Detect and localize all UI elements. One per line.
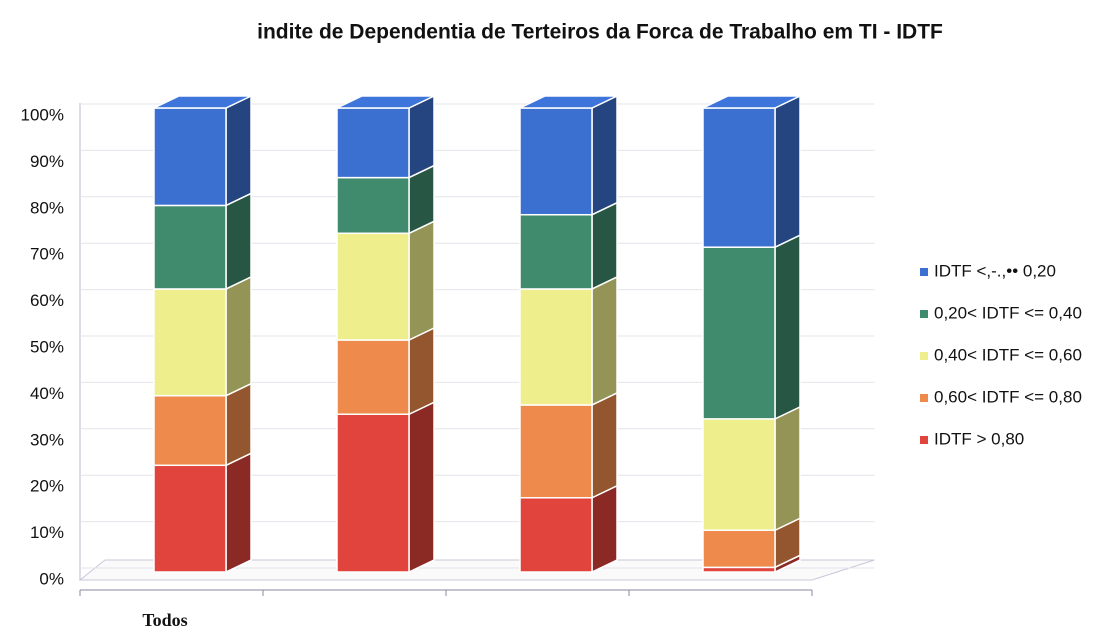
y-tick-label: 30% [30, 430, 64, 449]
legend-label: IDTF <,-.,•• 0,20 [934, 261, 1056, 280]
bar [702, 246, 776, 420]
bar-side [591, 94, 618, 216]
bar [153, 464, 227, 573]
legend-swatch [920, 310, 928, 318]
bar-top [336, 95, 435, 109]
bar [702, 418, 776, 531]
bar [336, 413, 410, 573]
bar [336, 107, 410, 179]
bar-side [591, 484, 618, 574]
y-tick-label: 40% [30, 384, 64, 403]
bar [519, 107, 593, 216]
x-tick-label: Todos [142, 610, 187, 629]
bar [153, 204, 227, 290]
bar [519, 288, 593, 406]
bar-side [774, 405, 801, 532]
bar-side [774, 234, 801, 421]
legend-swatch [920, 352, 928, 360]
bar-side [408, 326, 435, 416]
bar [519, 404, 593, 499]
bar-side [408, 220, 435, 342]
bar [519, 213, 593, 290]
bar-side [408, 401, 435, 574]
legend-label: IDTF > 0,80 [934, 429, 1024, 448]
bar [336, 176, 410, 235]
bar [702, 529, 776, 569]
bar-side [225, 94, 252, 207]
bar-top [519, 95, 618, 109]
legend-label: 0,40< IDTF <= 0,60 [934, 345, 1082, 364]
bar-side [591, 275, 618, 407]
y-tick-label: 50% [30, 337, 64, 356]
bar-top [702, 95, 801, 109]
y-tick-label: 10% [30, 523, 64, 542]
bar-side [225, 382, 252, 467]
legend-swatch [920, 394, 928, 402]
bar-side [774, 94, 801, 249]
y-tick-label: 70% [30, 245, 64, 264]
bar [519, 497, 593, 573]
y-tick-label: 100% [21, 105, 64, 124]
legend-swatch [920, 436, 928, 444]
bar-side [408, 94, 435, 179]
bar [153, 288, 227, 397]
bar-side [591, 391, 618, 499]
bar-top [153, 95, 252, 109]
bar [702, 107, 776, 248]
y-tick-label: 0% [39, 569, 64, 588]
bar-side [225, 275, 252, 397]
bar-side [225, 452, 252, 574]
bar-side [225, 192, 252, 291]
legend-label: 0,20< IDTF <= 0,40 [934, 303, 1082, 322]
y-tick-label: 20% [30, 477, 64, 496]
chart-title: indite de Dependentia de Terteiros da Fo… [257, 21, 943, 44]
bar [153, 394, 227, 467]
bar [336, 339, 410, 415]
bar-side [591, 201, 618, 291]
bar [153, 107, 227, 207]
legend-swatch [920, 268, 928, 276]
floor [78, 559, 875, 581]
y-tick-label: 60% [30, 291, 64, 310]
legend-label: 0,60< IDTF <= 0,80 [934, 387, 1082, 406]
y-tick-label: 80% [30, 198, 64, 217]
y-tick-label: 90% [30, 152, 64, 171]
bar [336, 232, 410, 341]
